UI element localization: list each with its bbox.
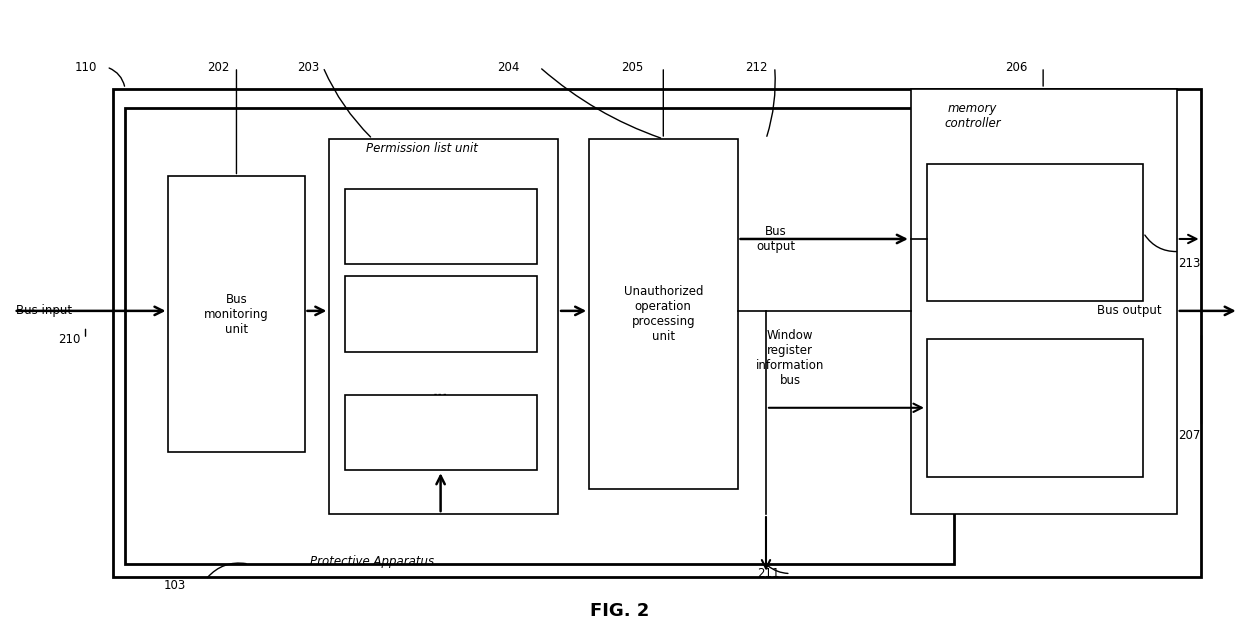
FancyBboxPatch shape [113, 89, 1202, 577]
FancyBboxPatch shape [345, 189, 537, 264]
Text: 103: 103 [164, 580, 186, 592]
Text: Permission list entry n: Permission list entry n [383, 428, 500, 438]
FancyBboxPatch shape [926, 164, 1143, 301]
Text: Bus
output: Bus output [756, 225, 795, 253]
Text: Control
register: Control register [1012, 219, 1058, 247]
Text: Bus input: Bus input [16, 305, 72, 317]
Text: 212: 212 [745, 60, 768, 73]
Text: ...: ... [433, 386, 449, 399]
Text: 207: 207 [1178, 430, 1200, 442]
FancyBboxPatch shape [345, 276, 537, 352]
FancyBboxPatch shape [926, 339, 1143, 477]
FancyBboxPatch shape [125, 107, 954, 564]
Text: Protective Apparatus: Protective Apparatus [310, 555, 434, 568]
Text: FIG. 2: FIG. 2 [590, 602, 650, 620]
Text: Bus
monitoring
unit: Bus monitoring unit [205, 293, 269, 335]
Text: memory
controller: memory controller [945, 102, 1001, 129]
Text: Bus output: Bus output [1097, 305, 1162, 317]
FancyBboxPatch shape [589, 139, 738, 489]
Text: Permission list entry 1: Permission list entry 1 [383, 222, 500, 232]
Text: 204: 204 [497, 60, 520, 73]
Text: 211: 211 [758, 567, 780, 580]
Text: 206: 206 [1004, 60, 1027, 73]
Text: Permission list entry 2: Permission list entry 2 [383, 309, 500, 319]
Text: Unauthorized
operation
processing
unit: Unauthorized operation processing unit [624, 285, 703, 343]
Text: 205: 205 [621, 60, 644, 73]
Text: 203: 203 [298, 60, 320, 73]
FancyBboxPatch shape [345, 395, 537, 470]
Text: Window
register
information
bus: Window register information bus [756, 329, 825, 387]
FancyBboxPatch shape [330, 139, 558, 514]
Text: 210: 210 [58, 332, 81, 345]
Text: Permission list unit: Permission list unit [366, 141, 479, 154]
FancyBboxPatch shape [169, 176, 305, 452]
Text: 110: 110 [74, 60, 97, 73]
FancyBboxPatch shape [910, 89, 1177, 514]
Text: Window
register: Window register [1012, 394, 1058, 422]
Text: 213: 213 [1178, 257, 1200, 271]
Text: 202: 202 [207, 60, 229, 73]
